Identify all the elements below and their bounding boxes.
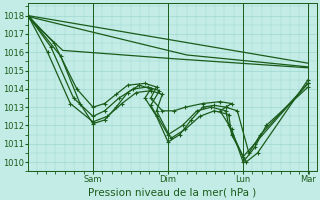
X-axis label: Pression niveau de la mer( hPa ): Pression niveau de la mer( hPa ) xyxy=(88,187,257,197)
